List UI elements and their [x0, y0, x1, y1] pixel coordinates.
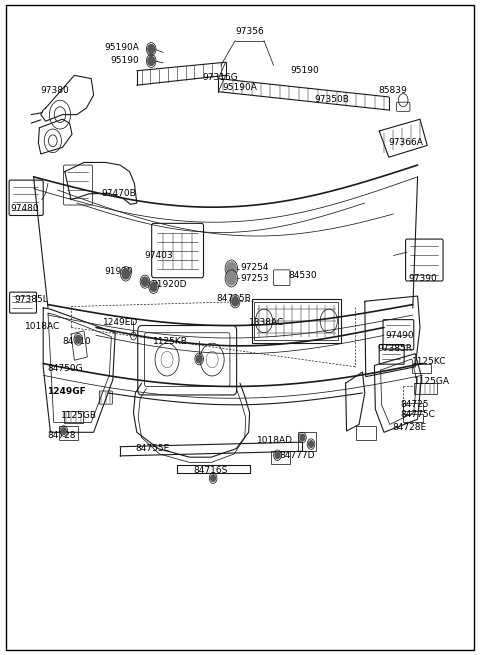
Circle shape: [148, 45, 155, 54]
Circle shape: [196, 355, 202, 363]
Circle shape: [150, 282, 157, 291]
Bar: [356, 426, 376, 440]
Text: 97380: 97380: [41, 86, 70, 95]
Text: 1249GF: 1249GF: [47, 387, 86, 396]
Text: 1125GB: 1125GB: [61, 411, 97, 421]
Text: 91920D: 91920D: [151, 280, 187, 290]
Text: 97356: 97356: [235, 27, 264, 36]
Text: 84716S: 84716S: [193, 466, 228, 475]
Circle shape: [75, 335, 81, 343]
Bar: [252, 299, 341, 343]
Bar: [412, 364, 431, 373]
Circle shape: [275, 452, 280, 458]
Bar: [254, 302, 338, 340]
Bar: [59, 426, 78, 440]
Bar: [64, 411, 83, 423]
Text: 1125KC: 1125KC: [412, 357, 446, 366]
Text: 1125KB: 1125KB: [153, 337, 188, 346]
Text: 1249ED: 1249ED: [103, 318, 138, 328]
Text: 95190A: 95190A: [104, 43, 139, 52]
Text: 97316G: 97316G: [202, 73, 238, 82]
Text: 95190A: 95190A: [223, 83, 257, 92]
Circle shape: [232, 297, 239, 306]
Text: 84725: 84725: [401, 400, 429, 409]
Text: 97385L: 97385L: [14, 295, 48, 305]
Text: 1018AC: 1018AC: [25, 322, 60, 331]
Text: 97490: 97490: [385, 331, 414, 340]
Text: 95190: 95190: [290, 66, 319, 75]
Text: 84728: 84728: [47, 431, 76, 440]
Text: 95190: 95190: [110, 56, 139, 65]
Circle shape: [61, 428, 66, 434]
Text: 97385R: 97385R: [377, 344, 412, 353]
Text: 84710: 84710: [62, 337, 91, 346]
Text: 97366A: 97366A: [388, 138, 423, 147]
Text: 84777D: 84777D: [279, 451, 314, 460]
Text: 84728E: 84728E: [393, 423, 427, 432]
Text: 97390: 97390: [408, 274, 437, 283]
Text: 84750G: 84750G: [47, 364, 83, 373]
Bar: [298, 432, 316, 451]
Circle shape: [227, 272, 236, 285]
Text: 91930: 91930: [105, 267, 133, 276]
Text: 84530: 84530: [288, 271, 317, 280]
Text: 1018AD: 1018AD: [256, 436, 293, 445]
Circle shape: [142, 277, 148, 286]
Bar: [403, 403, 423, 411]
Circle shape: [122, 269, 130, 279]
Bar: [403, 414, 423, 422]
Bar: [271, 451, 290, 464]
Circle shape: [309, 441, 313, 447]
Text: 97253: 97253: [240, 274, 269, 283]
Circle shape: [227, 262, 236, 275]
Circle shape: [300, 434, 305, 441]
Bar: [414, 383, 437, 394]
Text: 84715B: 84715B: [217, 293, 252, 303]
Circle shape: [148, 56, 155, 66]
Text: 1125GA: 1125GA: [414, 377, 450, 386]
Circle shape: [211, 475, 216, 481]
Text: 84755E: 84755E: [135, 444, 170, 453]
Text: 97470B: 97470B: [102, 189, 136, 198]
Text: 97403: 97403: [144, 251, 173, 260]
Text: 97254: 97254: [240, 263, 268, 272]
Text: 84775C: 84775C: [401, 410, 436, 419]
Text: 97480: 97480: [11, 204, 39, 213]
Text: 1338AC: 1338AC: [249, 318, 284, 328]
Text: 85839: 85839: [378, 86, 407, 95]
Text: 97350B: 97350B: [314, 95, 349, 104]
